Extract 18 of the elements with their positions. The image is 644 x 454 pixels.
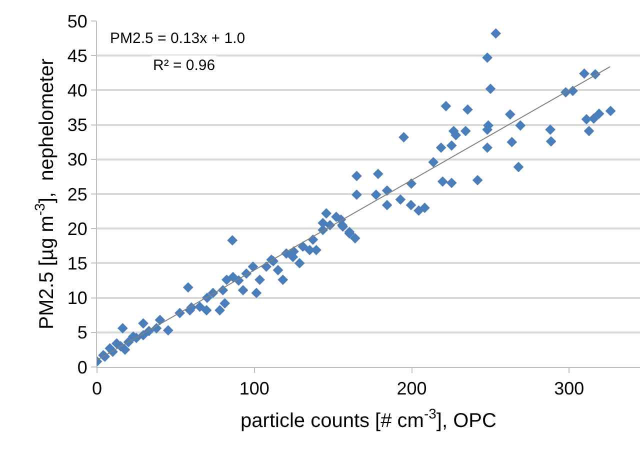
- x-tick-label: 200: [396, 378, 427, 399]
- annotation: R² = 0.96: [153, 57, 216, 74]
- y-tick-label: 45: [67, 46, 88, 66]
- y-tick-label: 50: [67, 11, 88, 32]
- y-tick-label: 10: [67, 288, 88, 308]
- annotation: PM2.5 = 0.13x + 1.0: [110, 30, 246, 47]
- y-tick-label: 20: [67, 218, 88, 239]
- x-tick-label: 0: [92, 378, 102, 399]
- y-tick-label: 35: [67, 115, 88, 136]
- y-tick-label: 15: [67, 254, 88, 274]
- y-tick-label: 30: [67, 150, 88, 170]
- y-tick-label: 40: [67, 80, 88, 100]
- y-tick-label: 5: [77, 322, 88, 343]
- y-tick-label: 25: [67, 184, 88, 204]
- y-tick-label: 0: [77, 357, 88, 378]
- x-tick-label: 100: [239, 378, 270, 399]
- x-tick-label: 300: [554, 378, 584, 399]
- x-axis-title: particle counts [# cm$^{-3}$], OPC: [240, 406, 496, 432]
